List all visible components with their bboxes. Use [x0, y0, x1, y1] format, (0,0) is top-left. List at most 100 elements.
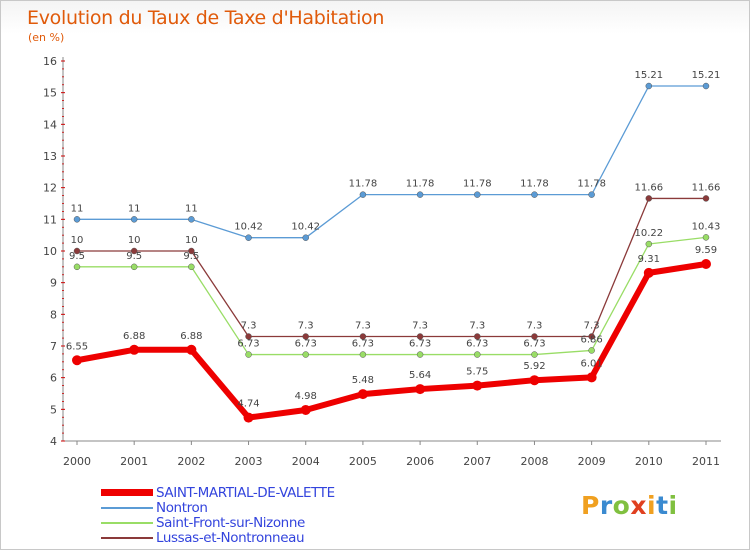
logo-letter: t	[656, 491, 669, 520]
data-point	[472, 380, 483, 391]
data-point	[245, 351, 252, 358]
data-point	[73, 263, 81, 271]
data-label: 5.92	[523, 361, 545, 372]
y-tick-label: 14	[43, 118, 57, 131]
data-label: 6.73	[523, 339, 545, 350]
legend-item: Nontron	[101, 499, 335, 516]
proxiti-logo: Proxiti	[581, 491, 678, 520]
logo-letter: o	[612, 491, 631, 520]
data-point	[73, 216, 81, 223]
data-point	[416, 191, 424, 198]
legend-swatch	[101, 521, 153, 524]
data-label: 6.86	[581, 334, 603, 345]
data-label: 10.42	[234, 222, 263, 233]
chart-subtitle: (en %)	[28, 31, 65, 44]
data-point	[701, 258, 711, 269]
data-point	[474, 191, 481, 198]
data-point	[188, 263, 195, 271]
data-label: 6.55	[66, 341, 88, 352]
data-point	[73, 247, 81, 255]
data-point	[702, 195, 710, 202]
logo-letter: r	[599, 491, 613, 520]
legend-label: Nontron	[156, 499, 208, 516]
data-point	[357, 389, 368, 400]
data-point	[529, 375, 540, 386]
x-tick-label: 2006	[406, 455, 434, 468]
data-label: 9.31	[638, 254, 660, 265]
data-label: 6.73	[466, 339, 488, 350]
data-point	[359, 351, 367, 358]
data-point	[302, 333, 309, 340]
x-tick-label: 2003	[235, 455, 263, 468]
data-point	[586, 372, 597, 383]
y-tick-label: 7	[50, 340, 57, 353]
data-point	[531, 191, 538, 198]
data-point	[702, 234, 710, 241]
data-point	[702, 82, 710, 90]
data-label: 7.3	[469, 321, 485, 332]
legend-item: Lussas-et-Nontronneau	[101, 529, 335, 546]
data-point	[416, 351, 424, 358]
y-tick-label: 12	[43, 182, 57, 195]
data-label: 11	[128, 203, 141, 214]
data-label: 6.88	[180, 331, 202, 342]
data-point	[531, 351, 538, 358]
data-point	[588, 191, 595, 198]
data-point	[130, 216, 138, 223]
legend-label: SAINT-MARTIAL-DE-VALETTE	[156, 484, 335, 501]
data-label: 6.88	[123, 331, 145, 342]
data-label: 5.64	[409, 370, 431, 381]
x-tick-label: 2001	[120, 455, 148, 468]
legend-item: Saint-Front-sur-Nizonne	[101, 514, 335, 531]
data-label: 10.43	[692, 221, 721, 232]
legend-label: Saint-Front-sur-Nizonne	[156, 514, 305, 531]
x-tick-label: 2000	[63, 455, 91, 468]
data-label: 7.3	[241, 321, 257, 332]
y-tick-label: 10	[43, 245, 57, 258]
logo-letter: P	[581, 491, 600, 520]
data-label: 15.21	[634, 70, 663, 81]
logo-letter: i	[668, 491, 678, 520]
data-label: 4.98	[295, 391, 317, 402]
data-label: 6.73	[409, 339, 431, 350]
data-label: 11.66	[634, 182, 663, 193]
x-tick-label: 2010	[635, 455, 663, 468]
data-label: 6.73	[237, 339, 259, 350]
data-point	[243, 412, 254, 423]
x-tick-label: 2004	[292, 455, 320, 468]
data-label: 4.74	[237, 399, 259, 410]
x-tick-label: 2009	[578, 455, 606, 468]
data-label: 7.3	[298, 321, 314, 332]
y-tick-label: 11	[43, 213, 57, 226]
data-point	[302, 351, 309, 358]
data-point	[245, 234, 252, 241]
y-tick-label: 9	[50, 277, 57, 290]
legend-swatch	[101, 489, 153, 496]
series-line	[76, 85, 707, 239]
data-label: 10	[185, 235, 198, 246]
data-label: 9.5	[183, 251, 199, 262]
data-point	[245, 333, 252, 340]
data-label: 10.22	[634, 228, 663, 239]
series-line	[76, 197, 707, 338]
data-label: 9.5	[126, 251, 142, 262]
y-tick-label: 6	[50, 372, 57, 385]
legend-item: SAINT-MARTIAL-DE-VALETTE	[101, 484, 335, 501]
x-tick-label: 2002	[177, 455, 205, 468]
data-label: 9.59	[695, 245, 717, 256]
data-label: 11.66	[692, 182, 721, 193]
legend-swatch	[101, 506, 153, 509]
legend-label: Lussas-et-Nontronneau	[156, 529, 305, 546]
data-label: 9.5	[69, 251, 85, 262]
y-tick-label: 16	[43, 55, 57, 68]
data-label: 11.78	[406, 179, 435, 190]
data-point	[645, 195, 653, 202]
data-point	[300, 404, 311, 415]
data-point	[130, 263, 138, 271]
data-point	[72, 355, 82, 366]
x-tick-label: 2005	[349, 455, 377, 468]
data-point	[643, 267, 654, 278]
data-point	[359, 333, 367, 340]
data-label: 7.3	[584, 321, 600, 332]
